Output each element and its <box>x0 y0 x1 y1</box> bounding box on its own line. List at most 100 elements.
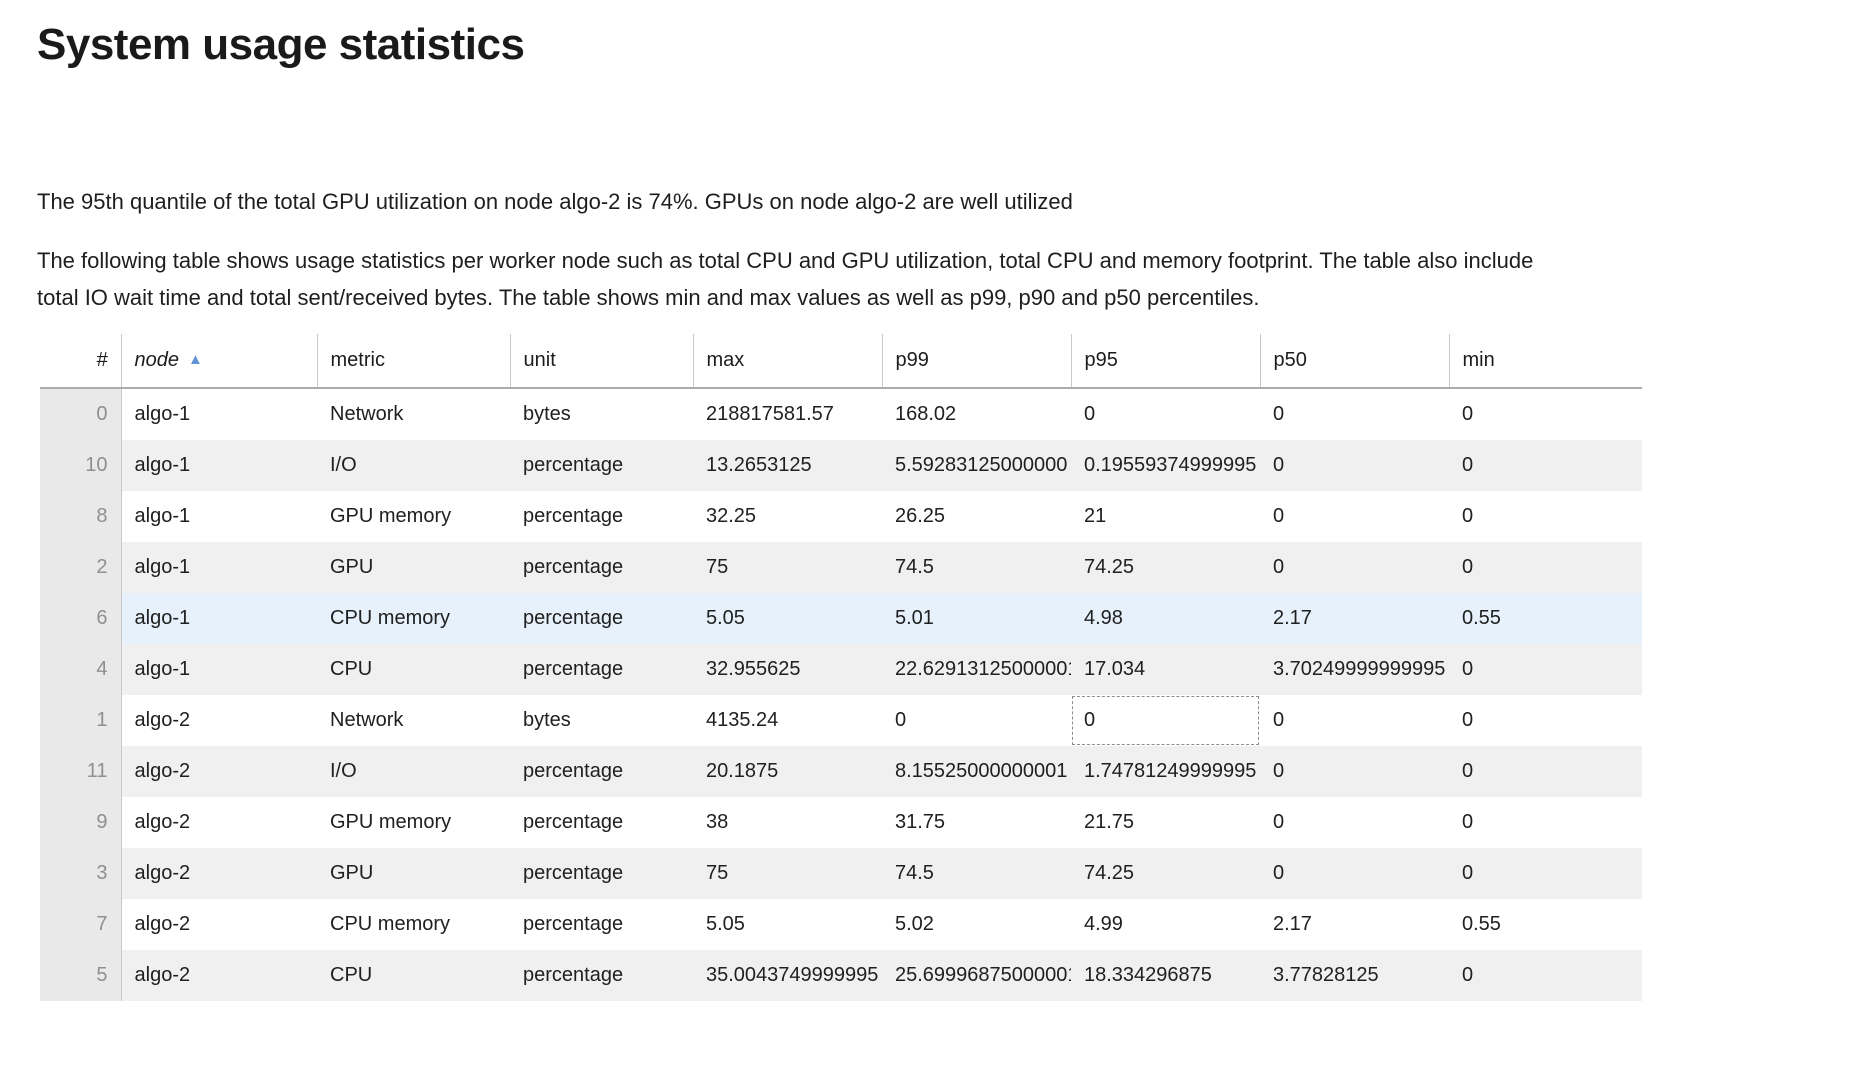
cell-p50[interactable]: 0 <box>1260 848 1449 899</box>
row-index-cell[interactable]: 11 <box>40 746 122 797</box>
cell-p99[interactable]: 74.5 <box>882 542 1071 593</box>
row-index-cell[interactable]: 9 <box>40 797 122 848</box>
cell-p95[interactable]: 18.334296875 <box>1071 950 1260 1001</box>
cell-node[interactable]: algo-1 <box>121 542 317 593</box>
row-index-cell[interactable]: 2 <box>40 542 122 593</box>
cell-unit[interactable]: percentage <box>510 440 693 491</box>
cell-node[interactable]: algo-2 <box>121 746 317 797</box>
column-header-unit[interactable]: unit <box>509 334 693 389</box>
cell-node[interactable]: algo-2 <box>121 950 317 1001</box>
cell-node[interactable]: algo-2 <box>121 695 317 746</box>
row-index-cell[interactable]: 7 <box>40 899 122 950</box>
cell-min[interactable]: 0 <box>1449 746 1642 797</box>
cell-p99[interactable]: 25.69996875000001 <box>882 950 1071 1001</box>
cell-p95[interactable]: 0 <box>1071 388 1260 440</box>
cell-p50[interactable]: 0 <box>1260 797 1449 848</box>
cell-p95[interactable]: 4.99 <box>1071 899 1260 950</box>
cell-p50[interactable]: 3.70249999999995 <box>1260 644 1449 695</box>
cell-p95[interactable]: 74.25 <box>1071 848 1260 899</box>
cell-p95[interactable]: 21 <box>1071 491 1260 542</box>
cell-node[interactable]: algo-2 <box>121 848 317 899</box>
cell-min[interactable]: 0 <box>1449 950 1642 1001</box>
row-index-cell[interactable]: 4 <box>40 644 122 695</box>
cell-unit[interactable]: percentage <box>510 950 693 1001</box>
cell-min[interactable]: 0.55 <box>1449 593 1642 644</box>
cell-p95[interactable]: 21.75 <box>1071 797 1260 848</box>
cell-metric[interactable]: I/O <box>317 746 510 797</box>
cell-p50[interactable]: 2.17 <box>1260 899 1449 950</box>
cell-max[interactable]: 5.05 <box>693 899 882 950</box>
cell-p50[interactable]: 0 <box>1260 388 1449 440</box>
cell-p99[interactable]: 5.01 <box>882 593 1071 644</box>
column-header-metric[interactable]: metric <box>316 334 510 389</box>
cell-min[interactable]: 0 <box>1449 797 1642 848</box>
cell-max[interactable]: 4135.24 <box>693 695 882 746</box>
cell-unit[interactable]: percentage <box>510 491 693 542</box>
cell-node[interactable]: algo-1 <box>121 440 317 491</box>
cell-unit[interactable]: percentage <box>510 797 693 848</box>
cell-metric[interactable]: Network <box>317 388 510 440</box>
cell-min[interactable]: 0 <box>1449 440 1642 491</box>
cell-node[interactable]: algo-2 <box>121 899 317 950</box>
column-header-min[interactable]: min <box>1448 334 1642 389</box>
row-index-cell[interactable]: 8 <box>40 491 122 542</box>
cell-node[interactable]: algo-1 <box>121 644 317 695</box>
cell-unit[interactable]: percentage <box>510 899 693 950</box>
column-header-p99[interactable]: p99 <box>881 334 1071 389</box>
cell-min[interactable]: 0 <box>1449 644 1642 695</box>
cell-max[interactable]: 13.2653125 <box>693 440 882 491</box>
cell-unit[interactable]: percentage <box>510 542 693 593</box>
cell-unit[interactable]: percentage <box>510 593 693 644</box>
cell-unit[interactable]: percentage <box>510 644 693 695</box>
cell-p95[interactable]: 0.19559374999995 <box>1071 440 1260 491</box>
cell-p50[interactable]: 2.17 <box>1260 593 1449 644</box>
cell-min[interactable]: 0 <box>1449 388 1642 440</box>
column-header-index[interactable]: # <box>40 334 121 389</box>
cell-p99[interactable]: 31.75 <box>882 797 1071 848</box>
column-header-p50[interactable]: p50 <box>1259 334 1449 389</box>
cell-p99[interactable]: 74.5 <box>882 848 1071 899</box>
row-index-cell[interactable]: 1 <box>40 695 122 746</box>
cell-max[interactable]: 35.0043749999995 <box>693 950 882 1001</box>
cell-metric[interactable]: CPU <box>317 950 510 1001</box>
cell-metric[interactable]: GPU memory <box>317 491 510 542</box>
row-index-cell[interactable]: 10 <box>40 440 122 491</box>
cell-unit[interactable]: bytes <box>510 695 693 746</box>
cell-metric[interactable]: GPU memory <box>317 797 510 848</box>
cell-p50[interactable]: 0 <box>1260 491 1449 542</box>
cell-max[interactable]: 32.25 <box>693 491 882 542</box>
cell-metric[interactable]: Network <box>317 695 510 746</box>
cell-max[interactable]: 75 <box>693 848 882 899</box>
cell-p95[interactable]: 0 <box>1071 695 1260 746</box>
cell-p99[interactable]: 168.02 <box>882 388 1071 440</box>
cell-node[interactable]: algo-1 <box>121 491 317 542</box>
cell-p99[interactable]: 0 <box>882 695 1071 746</box>
row-index-cell[interactable]: 5 <box>40 950 122 1001</box>
cell-node[interactable]: algo-2 <box>121 797 317 848</box>
cell-p50[interactable]: 0 <box>1260 440 1449 491</box>
column-header-node[interactable]: node ▲ <box>120 334 317 389</box>
cell-max[interactable]: 75 <box>693 542 882 593</box>
cell-p95[interactable]: 4.98 <box>1071 593 1260 644</box>
cell-p50[interactable]: 0 <box>1260 695 1449 746</box>
cell-p99[interactable]: 22.62913125000001 <box>882 644 1071 695</box>
row-index-cell[interactable]: 6 <box>40 593 122 644</box>
cell-unit[interactable]: bytes <box>510 388 693 440</box>
cell-p99[interactable]: 5.59283125000000 <box>882 440 1071 491</box>
row-index-cell[interactable]: 0 <box>40 388 122 440</box>
cell-min[interactable]: 0 <box>1449 695 1642 746</box>
cell-min[interactable]: 0.55 <box>1449 899 1642 950</box>
cell-p99[interactable]: 8.15525000000001 <box>882 746 1071 797</box>
cell-max[interactable]: 218817581.57 <box>693 388 882 440</box>
cell-max[interactable]: 32.955625 <box>693 644 882 695</box>
cell-node[interactable]: algo-1 <box>121 388 317 440</box>
cell-metric[interactable]: CPU memory <box>317 593 510 644</box>
column-header-max[interactable]: max <box>692 334 882 389</box>
cell-metric[interactable]: CPU <box>317 644 510 695</box>
cell-node[interactable]: algo-1 <box>121 593 317 644</box>
cell-p99[interactable]: 5.02 <box>882 899 1071 950</box>
cell-max[interactable]: 5.05 <box>693 593 882 644</box>
cell-max[interactable]: 20.1875 <box>693 746 882 797</box>
cell-p95[interactable]: 1.74781249999995 <box>1071 746 1260 797</box>
cell-metric[interactable]: GPU <box>317 848 510 899</box>
